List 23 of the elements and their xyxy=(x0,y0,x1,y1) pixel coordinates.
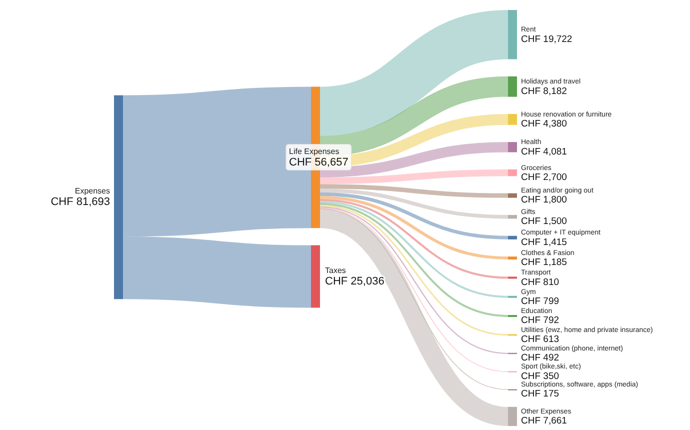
data-label: CHF 56,657 xyxy=(289,156,348,168)
category-label: Taxes xyxy=(325,266,346,275)
data-label: CHF 25,036 xyxy=(325,275,384,288)
data-label: CHF 810 xyxy=(521,276,560,288)
data-label: CHF 350 xyxy=(521,370,560,382)
data-label: CHF 1,415 xyxy=(521,236,567,248)
category-label: Life Expenses xyxy=(289,146,340,156)
data-label: CHF 1,500 xyxy=(521,216,567,228)
data-label: CHF 19,722 xyxy=(521,34,572,45)
data-label: CHF 81,693 xyxy=(50,196,110,208)
category-label: Expenses xyxy=(74,186,110,196)
data-label: CHF 1,800 xyxy=(521,194,567,206)
data-label: CHF 613 xyxy=(521,334,560,346)
data-label: CHF 792 xyxy=(521,315,560,326)
data-label: CHF 492 xyxy=(521,352,560,364)
data-label: CHF 1,185 xyxy=(521,257,567,268)
data-label: CHF 799 xyxy=(521,296,560,308)
data-label: CHF 2,700 xyxy=(521,172,567,183)
data-label: CHF 4,081 xyxy=(521,146,567,158)
data-label: CHF 175 xyxy=(521,388,560,400)
data-label: CHF 8,182 xyxy=(521,86,567,97)
data-label: CHF 7,661 xyxy=(521,416,567,427)
data-label: CHF 4,380 xyxy=(521,118,567,130)
